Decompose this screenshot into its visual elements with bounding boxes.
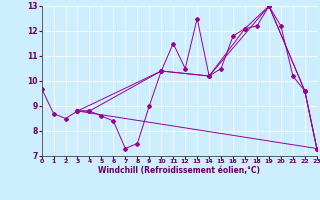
X-axis label: Windchill (Refroidissement éolien,°C): Windchill (Refroidissement éolien,°C) — [98, 166, 260, 175]
